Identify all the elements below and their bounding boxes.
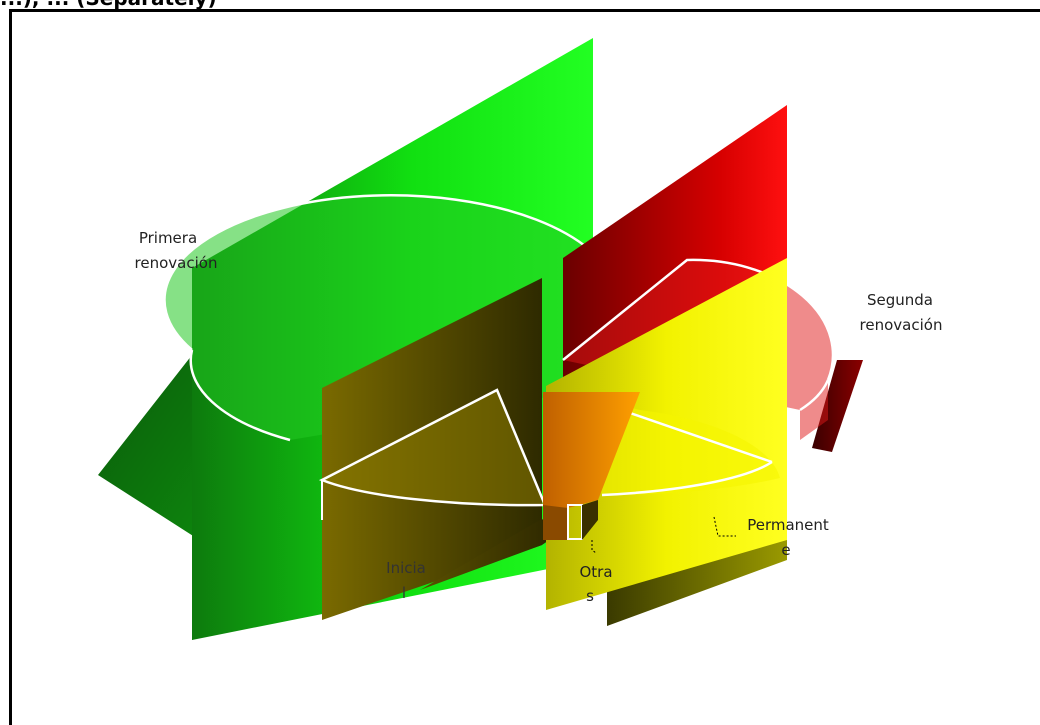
label-permanente-line1: Permanent bbox=[747, 516, 829, 534]
slice-inicial bbox=[318, 278, 600, 620]
label-otras-line2: s bbox=[586, 587, 594, 605]
slice-otras bbox=[543, 392, 640, 540]
label-segunda-line2: renovación bbox=[860, 316, 943, 334]
chart-title-text: ...), ... (Separately) bbox=[0, 0, 217, 10]
chart-title: ...), ... (Separately) bbox=[0, 0, 1040, 10]
chart-frame bbox=[9, 9, 1040, 725]
label-inicial-line1: Inicia bbox=[386, 559, 426, 577]
label-segunda-line1: Segunda bbox=[867, 291, 933, 309]
leader-lines bbox=[591, 516, 736, 554]
label-inicial-line2: l bbox=[402, 584, 406, 602]
label-primera-line1: Primera bbox=[139, 229, 197, 247]
slice-permanente bbox=[546, 258, 787, 626]
label-permanente-line2: e bbox=[781, 541, 790, 559]
label-primera-line2: renovación bbox=[135, 254, 218, 272]
label-otras-line1: Otra bbox=[579, 563, 612, 581]
